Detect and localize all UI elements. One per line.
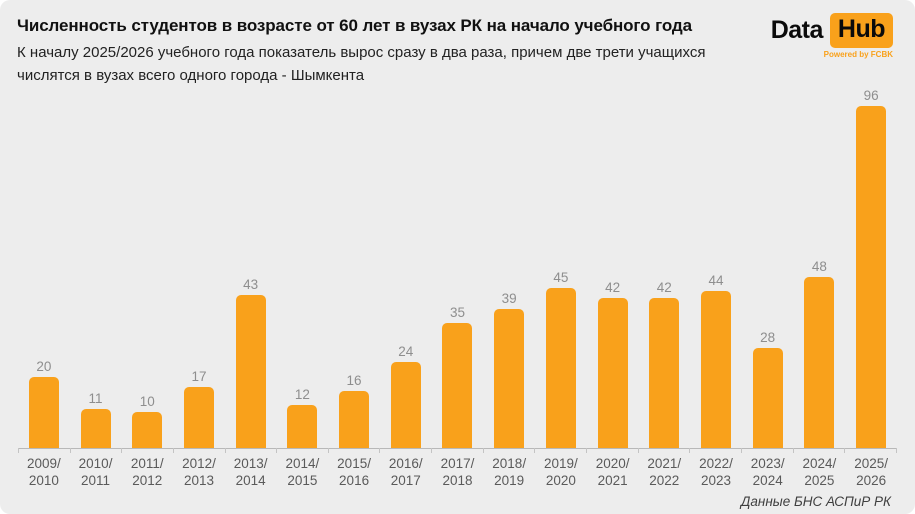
bar-value-label: 42 (656, 280, 672, 295)
axis-tick (484, 448, 536, 453)
bar-2024-2025 (804, 277, 835, 448)
axis-tick (535, 448, 588, 453)
source-note: Данные БНС АСПиР РК (740, 494, 891, 509)
axis-tick (432, 448, 484, 453)
bar-value-label: 43 (243, 277, 259, 292)
bar-value-label: 39 (501, 291, 517, 306)
bar-column: 12 (277, 388, 329, 448)
axis-tick (794, 448, 846, 453)
bar-column: 45 (535, 271, 587, 448)
x-axis-label: 2023/2024 (750, 456, 785, 488)
bar-column: 42 (587, 281, 639, 448)
bar-value-label: 48 (811, 259, 827, 274)
x-axis-ticks (18, 448, 897, 453)
bar-value-label: 35 (449, 305, 465, 320)
x-axis-label: 2020/2021 (595, 456, 630, 488)
x-axis-label: 2013/2014 (233, 456, 268, 488)
bar-value-label: 44 (708, 273, 724, 288)
logo-tagline: Powered by FCBK (823, 50, 893, 59)
x-axis-label: 2017/2018 (440, 456, 475, 488)
axis-tick (122, 448, 174, 453)
bar-column: 24 (380, 345, 432, 448)
x-axis-label: 2012/2013 (182, 456, 216, 488)
bar-value-label: 17 (191, 369, 207, 384)
bar-2015-2016 (339, 391, 370, 448)
bar-2021-2022 (649, 298, 680, 448)
bar-value-label: 11 (88, 391, 103, 406)
x-axis-labels: 2009/2010 2010/2011 2011/2012 2012/2013 2013… (18, 455, 897, 489)
plot-area: 20 11 10 17 43 12 16 24 35 39 45 42 42 44 28 48 96 (18, 88, 897, 448)
bar-2023-2024 (752, 348, 783, 448)
axis-tick (587, 448, 639, 453)
bar-2010-2011 (80, 409, 111, 448)
chart-subtitle: К началу 2025/2026 учебного года показат… (17, 44, 706, 84)
bar-2019-2020 (545, 288, 576, 448)
bar-column: 10 (121, 395, 173, 448)
bar-value-label: 45 (553, 270, 569, 285)
header: Численность студентов в возрасте от 60 л… (17, 15, 737, 87)
axis-tick (226, 448, 278, 453)
bar-2016-2017 (390, 362, 421, 448)
bar-2013-2014 (235, 295, 266, 448)
axis-tick (690, 448, 742, 453)
chart-title: Численность студентов в возрасте от 60 л… (17, 16, 692, 35)
bar-2011-2012 (132, 412, 163, 448)
axis-tick (19, 448, 71, 453)
bar-column: 43 (225, 278, 277, 448)
bar-column: 35 (432, 306, 484, 448)
bar-column: 11 (70, 392, 122, 448)
axis-tick (277, 448, 329, 453)
bar-value-label: 10 (139, 394, 155, 409)
bar-column: 28 (742, 331, 794, 448)
x-axis-label: 2025/2026 (854, 456, 888, 488)
x-axis-label: 2018/2019 (492, 456, 527, 488)
bar-2009-2010 (28, 377, 59, 448)
bar-column: 16 (328, 374, 380, 448)
bar-value-label: 12 (294, 387, 310, 402)
bar-column: 48 (794, 260, 846, 448)
datahub-logo: Data Hub Powered by FCBK (771, 13, 893, 59)
bar-value-label: 20 (36, 359, 52, 374)
bar-2020-2021 (597, 298, 628, 448)
axis-tick (639, 448, 691, 453)
logo-text-hub: Hub (829, 13, 893, 48)
bar-value-label: 24 (398, 344, 414, 359)
axis-tick (742, 448, 794, 453)
bar-2022-2023 (700, 291, 731, 448)
bar-column: 44 (690, 274, 742, 448)
bar-column: 96 (845, 89, 897, 448)
bar-2012-2013 (183, 387, 214, 448)
bar-2014-2015 (287, 405, 318, 448)
axis-tick (845, 448, 897, 453)
x-axis-label: 2024/2025 (802, 456, 837, 488)
axis-tick (174, 448, 226, 453)
bar-column: 39 (483, 292, 535, 448)
bar-value-label: 96 (863, 88, 879, 103)
logo-text-data: Data (770, 16, 824, 44)
x-axis-label: 2010/2011 (78, 456, 113, 488)
x-axis-label: 2011/2012 (130, 456, 164, 488)
x-axis-label: 2016/2017 (388, 456, 423, 488)
axis-tick (71, 448, 123, 453)
axis-tick (380, 448, 433, 453)
x-axis-label: 2015/2016 (337, 456, 371, 488)
bar-value-label: 42 (605, 280, 621, 295)
x-axis-label: 2021/2022 (647, 456, 682, 488)
x-axis-line (18, 448, 897, 449)
bar-value-label: 16 (346, 373, 362, 388)
datahub-logo-wordmark: Data Hub (771, 13, 893, 48)
bar-column: 42 (638, 281, 690, 448)
axis-tick (329, 448, 381, 453)
x-axis-label: 2022/2023 (699, 456, 733, 488)
bar-2025-2026 (856, 106, 887, 448)
bar-2017-2018 (442, 323, 473, 448)
x-axis-label: 2014/2015 (285, 456, 320, 488)
bar-column: 20 (18, 360, 70, 448)
x-axis-label: 2009/2010 (26, 456, 61, 488)
x-axis-label: 2019/2020 (543, 456, 578, 488)
bar-value-label: 28 (760, 330, 776, 345)
bar-column: 17 (173, 370, 225, 448)
bar-2018-2019 (494, 309, 525, 448)
